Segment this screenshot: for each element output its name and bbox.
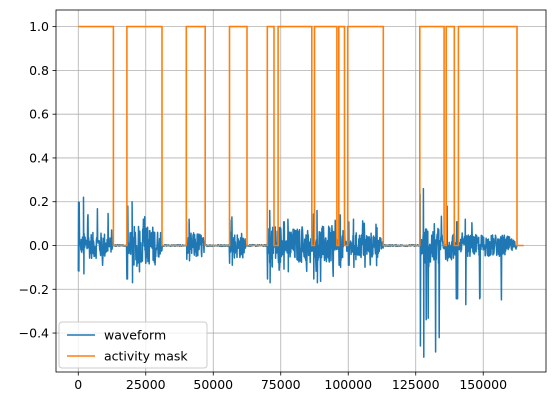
legend-label-waveform: waveform bbox=[104, 328, 166, 343]
y-tick-label: 0.8 bbox=[29, 63, 49, 78]
x-tick-label: 150000 bbox=[459, 377, 507, 392]
legend-label-activity-mask: activity mask bbox=[104, 349, 188, 364]
y-tick-label: 0.0 bbox=[29, 238, 49, 253]
y-tick-label: −0.2 bbox=[19, 282, 49, 297]
y-tick-label: 1.0 bbox=[29, 19, 49, 34]
x-tick-label: 125000 bbox=[392, 377, 440, 392]
series-activity-mask-line bbox=[78, 25, 524, 247]
y-tick-label: −0.4 bbox=[19, 326, 49, 341]
x-tick-label: 0 bbox=[74, 377, 82, 392]
x-tick-label: 100000 bbox=[324, 377, 372, 392]
legend: waveform activity mask bbox=[58, 321, 208, 369]
series-layer bbox=[77, 25, 524, 358]
legend-box bbox=[58, 321, 208, 369]
ticks: 0 25000 50000 75000 100000 125000 150000 −0.4 −0… bbox=[19, 19, 507, 392]
x-tick-label: 25000 bbox=[126, 377, 166, 392]
x-tick-label: 50000 bbox=[193, 377, 233, 392]
axes-frame bbox=[55, 9, 547, 373]
x-tick-label: 75000 bbox=[261, 377, 301, 392]
y-tick-label: 0.2 bbox=[29, 194, 49, 209]
y-tick-label: 0.4 bbox=[29, 150, 49, 165]
y-tick-label: 0.6 bbox=[29, 107, 49, 122]
